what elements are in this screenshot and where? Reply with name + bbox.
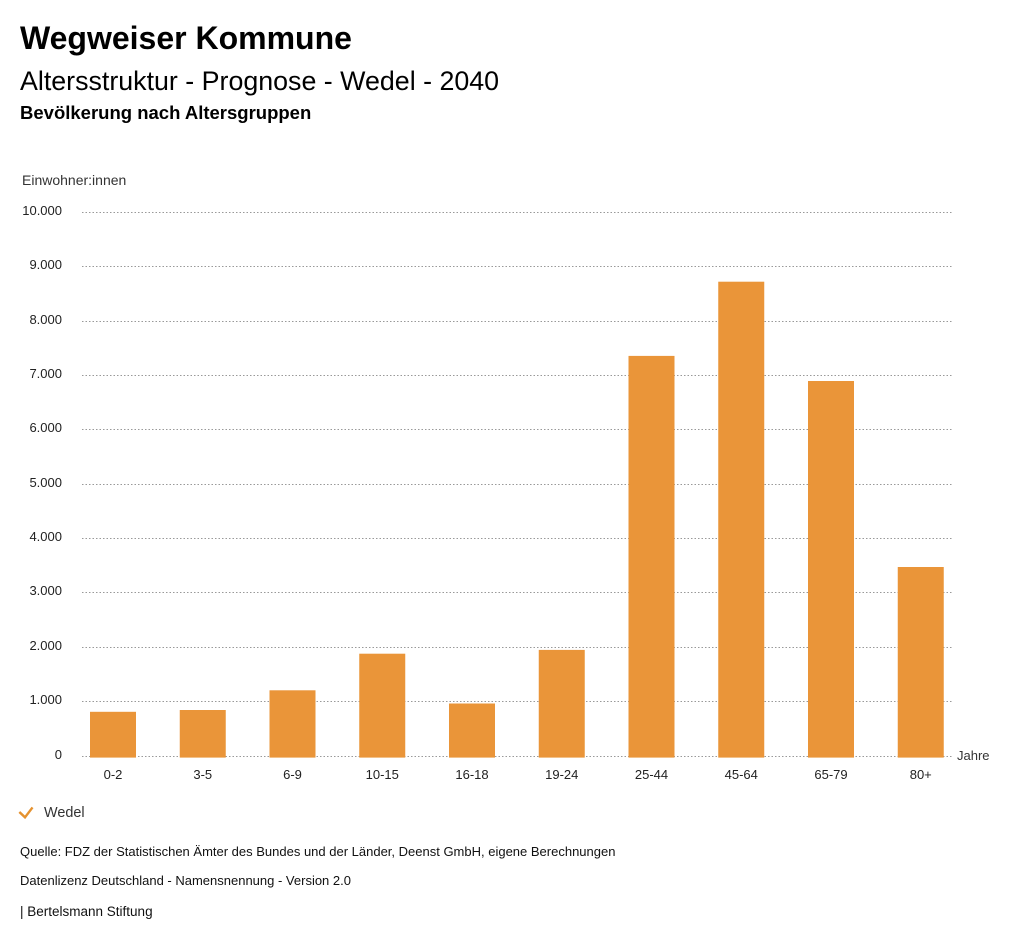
svg-text:2.000: 2.000	[29, 638, 62, 653]
svg-text:80+: 80+	[910, 767, 932, 782]
svg-text:16-18: 16-18	[455, 767, 488, 782]
svg-text:3.000: 3.000	[29, 583, 62, 598]
svg-text:25-44: 25-44	[635, 767, 668, 782]
svg-text:6-9: 6-9	[283, 767, 302, 782]
svg-text:6.000: 6.000	[29, 420, 62, 435]
svg-text:10.000: 10.000	[22, 203, 62, 218]
svg-text:1.000: 1.000	[29, 692, 62, 707]
svg-text:0: 0	[55, 747, 62, 762]
svg-text:45-64: 45-64	[725, 767, 758, 782]
svg-text:Jahre: Jahre	[957, 748, 990, 763]
svg-text:7.000: 7.000	[29, 366, 62, 381]
svg-text:65-79: 65-79	[814, 767, 847, 782]
svg-text:19-24: 19-24	[545, 767, 578, 782]
svg-text:5.000: 5.000	[29, 475, 62, 490]
svg-text:9.000: 9.000	[29, 257, 62, 272]
svg-text:3-5: 3-5	[193, 767, 212, 782]
svg-text:10-15: 10-15	[366, 767, 399, 782]
svg-text:0-2: 0-2	[104, 767, 123, 782]
svg-text:4.000: 4.000	[29, 529, 62, 544]
svg-text:8.000: 8.000	[29, 312, 62, 327]
